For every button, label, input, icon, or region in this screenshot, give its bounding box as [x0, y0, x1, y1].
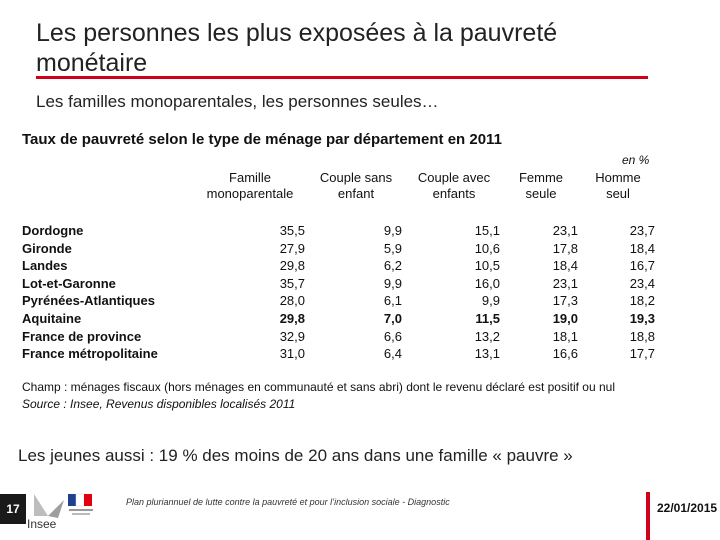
table-cell: 6,4 [383, 346, 402, 362]
footer-caption: Plan pluriannuel de lutte contre la pauv… [126, 497, 450, 507]
column-header-line: Couple avec [417, 170, 491, 185]
table-cell: 13,1 [474, 346, 500, 362]
footer-date: 22/01/2015 [657, 501, 718, 515]
table-cell: 18,1 [552, 328, 578, 344]
table-note-champ: Champ : ménages fiscaux (hors ménages en… [22, 380, 615, 394]
table-cell: 23,1 [552, 275, 578, 291]
table-row-label: France de province [22, 328, 142, 344]
title-underline [36, 76, 648, 79]
table-cell: 19,0 [552, 311, 578, 326]
column-header-line: seul [606, 186, 630, 201]
table-cell: 18,2 [629, 293, 655, 309]
table-cell: 18,4 [629, 240, 655, 256]
table-cell: 7,0 [383, 311, 402, 326]
table-cell: 17,8 [552, 240, 578, 256]
table-cell: 23,4 [629, 275, 655, 291]
table-cell: 5,9 [383, 240, 402, 256]
table-cell: 15,1 [474, 223, 500, 238]
table-row-label: France métropolitaine [22, 346, 158, 362]
column-header-line: enfant [337, 186, 375, 201]
page-number: 17 [0, 494, 26, 524]
column-header-line: Famille [229, 170, 271, 185]
column-header-line: seule [525, 186, 557, 201]
column-header-line: monoparentale [206, 186, 294, 201]
column-header-famille-monoparentale: Famille monoparentale [200, 170, 300, 202]
table-row-label: Lot-et-Garonne [22, 275, 116, 291]
slide-subtitle: Les familles monoparentales, les personn… [36, 92, 439, 111]
table-cell: 19,3 [629, 311, 655, 326]
column-header-line: Femme [518, 170, 564, 185]
column-header-line: enfants [432, 186, 476, 201]
column-header-couple-sans-enfant: Couple sans enfant [310, 170, 402, 202]
table-row-label: Aquitaine [22, 311, 82, 326]
table-cell: 10,6 [474, 240, 500, 256]
table-note-source: Source : Insee, Revenus disponibles loca… [22, 397, 296, 411]
table-cell: 6,2 [383, 258, 402, 274]
table-cell: 9,9 [481, 293, 500, 309]
table-cell: 18,8 [629, 328, 655, 344]
column-header-homme-seul: Homme seul [582, 170, 654, 202]
table-unit: en % [622, 153, 650, 167]
table-cell: 10,5 [474, 258, 500, 274]
table-cell: 18,4 [552, 258, 578, 274]
table-cell: 17,7 [629, 346, 655, 362]
table-cell: 29,8 [279, 311, 305, 326]
table-cell: 9,9 [383, 275, 402, 291]
table-row-label: Gironde [22, 240, 72, 256]
table-cell: 32,9 [279, 328, 305, 344]
table-row-label: Dordogne [22, 223, 84, 238]
table-cell: 6,6 [383, 328, 402, 344]
table-cell: 16,7 [629, 258, 655, 274]
table-cell: 16,6 [552, 346, 578, 362]
republique-francaise-icon [68, 493, 93, 515]
column-header-femme-seule: Femme seule [505, 170, 577, 202]
table-cell: 23,1 [552, 223, 578, 238]
table-cell: 9,9 [383, 223, 402, 238]
table-cell: 31,0 [279, 346, 305, 362]
table-cell: 6,1 [383, 293, 402, 309]
column-header-couple-avec-enfants: Couple avec enfants [408, 170, 500, 202]
insee-logo-icon [34, 494, 64, 518]
table-cell: 16,0 [474, 275, 500, 291]
youth-poverty-note: Les jeunes aussi : 19 % des moins de 20 … [18, 446, 573, 465]
table-cell: 29,8 [279, 258, 305, 274]
table-cell: 17,3 [552, 293, 578, 309]
column-header-line: Homme [595, 170, 641, 185]
footer-accent-bar [646, 492, 650, 540]
insee-logo-text: Insee [27, 517, 57, 531]
table-cell: 35,7 [279, 275, 305, 291]
table-cell: 28,0 [279, 293, 305, 309]
column-header-line: Couple sans [319, 170, 393, 185]
table-cell: 11,5 [475, 311, 500, 326]
table-title: Taux de pauvreté selon le type de ménage… [22, 131, 502, 148]
slide-title: Les personnes les plus exposées à la pau… [36, 19, 558, 77]
table-row-label: Landes [22, 258, 68, 274]
table-cell: 13,2 [474, 328, 500, 344]
table-cell: 27,9 [279, 240, 305, 256]
table-cell: 23,7 [629, 223, 655, 238]
table-row-label: Pyrénées-Atlantiques [22, 293, 155, 309]
table-cell: 35,5 [279, 223, 305, 238]
